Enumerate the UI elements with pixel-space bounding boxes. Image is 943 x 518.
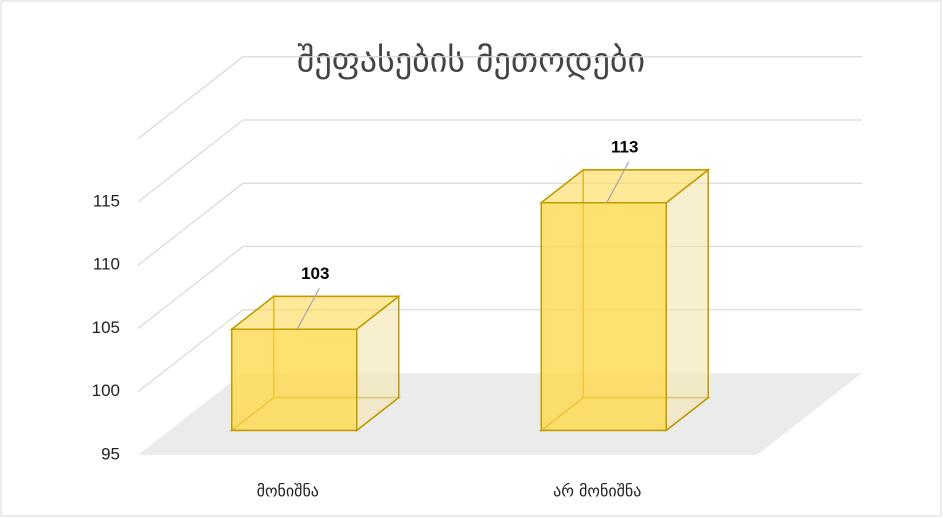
value-label: 103 xyxy=(301,264,329,283)
bar-front xyxy=(540,201,667,432)
grid-line xyxy=(137,56,862,140)
bar xyxy=(539,168,711,432)
leader-line xyxy=(606,161,630,203)
bar-side xyxy=(665,168,709,432)
bar xyxy=(229,294,401,432)
y-tick-label: 105 xyxy=(92,318,120,337)
x-tick-label: არ მონიშნა xyxy=(553,482,641,501)
leader-line xyxy=(296,288,320,330)
y-tick-label: 100 xyxy=(92,381,120,400)
grid-line xyxy=(137,119,862,203)
chart-title: შეფასების მეთოდები xyxy=(297,41,645,81)
y-tick-label: 95 xyxy=(101,444,120,463)
y-tick-label: 110 xyxy=(93,255,120,274)
bar-front xyxy=(231,328,358,432)
y-tick-label: 115 xyxy=(93,191,120,210)
x-tick-label: მონიშნა xyxy=(257,482,319,501)
value-label: 113 xyxy=(611,137,638,156)
